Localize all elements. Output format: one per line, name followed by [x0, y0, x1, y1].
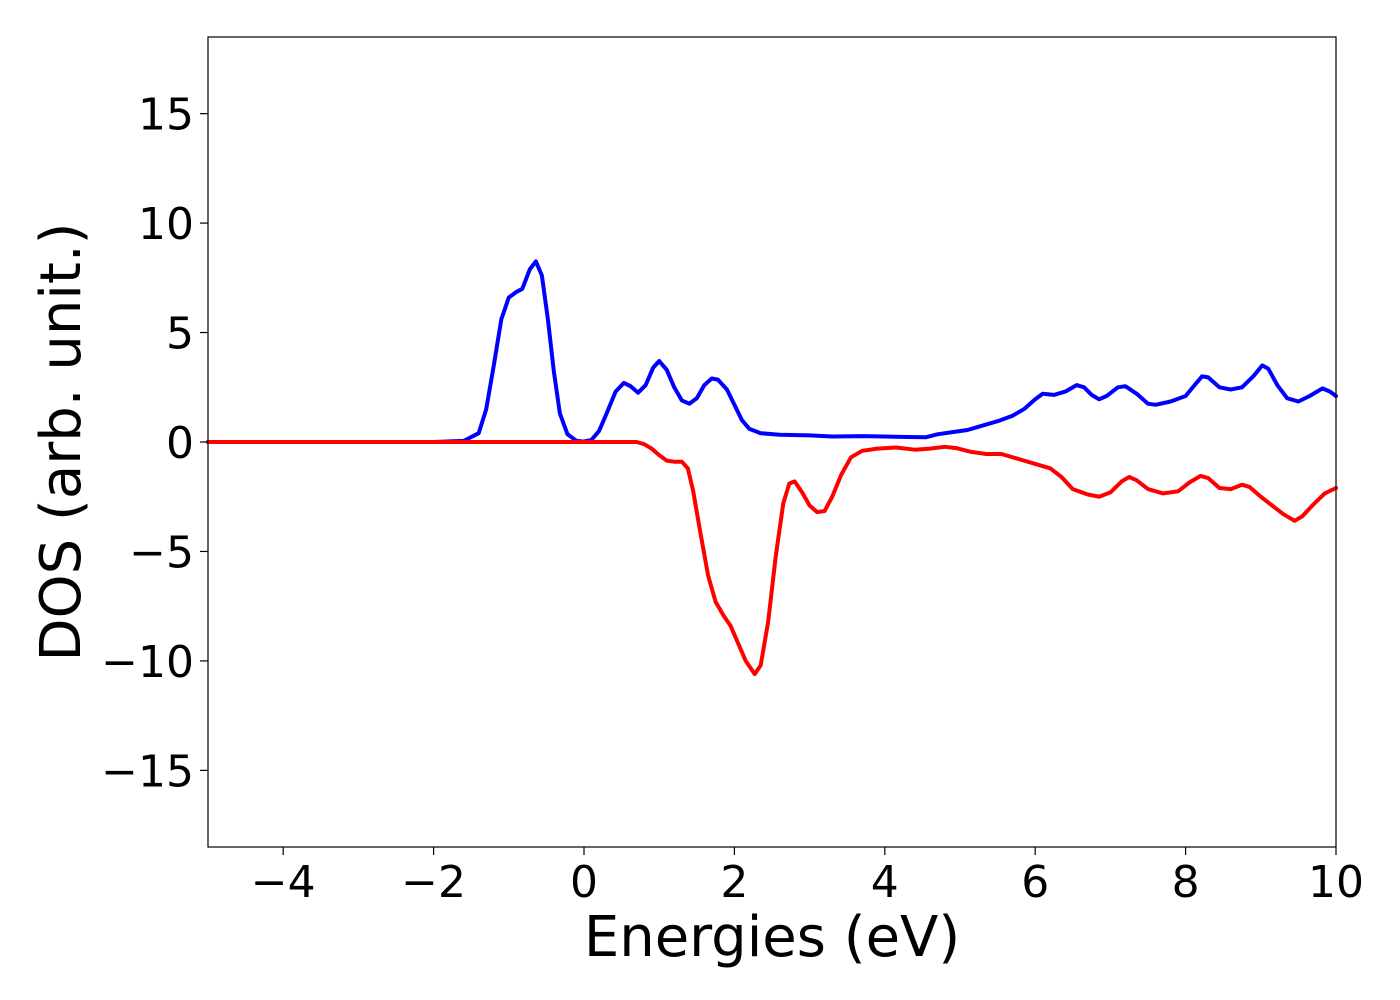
y-tick-label: 0 [166, 418, 194, 469]
x-axis-ticks: −4 −2 0 2 4 6 8 10 [251, 847, 1364, 908]
y-axis-label: DOS (arb. unit.) [29, 222, 94, 661]
x-tick-label: 8 [1172, 857, 1200, 908]
y-tick-label: −10 [101, 637, 194, 688]
y-tick-label: 10 [138, 199, 194, 250]
x-tick-label: 10 [1308, 857, 1364, 908]
y-tick-label: 5 [166, 309, 194, 360]
series-line-red [206, 440, 1338, 677]
x-tick-label: −2 [401, 857, 466, 908]
x-tick-label: −4 [251, 857, 316, 908]
x-tick-label: 2 [720, 857, 748, 908]
x-tick-label: 4 [871, 857, 899, 908]
series-layer [206, 259, 1338, 677]
x-tick-label: 0 [570, 857, 598, 908]
x-tick-label: 6 [1021, 857, 1049, 908]
y-tick-label: −5 [129, 527, 194, 578]
x-axis-label: Energies (eV) [584, 905, 960, 970]
y-axis-ticks: −15 −10 −5 0 5 10 15 [101, 90, 208, 797]
y-tick-label: 15 [138, 90, 194, 141]
y-tick-label: −15 [101, 746, 194, 797]
series-line-blue [206, 259, 1338, 444]
